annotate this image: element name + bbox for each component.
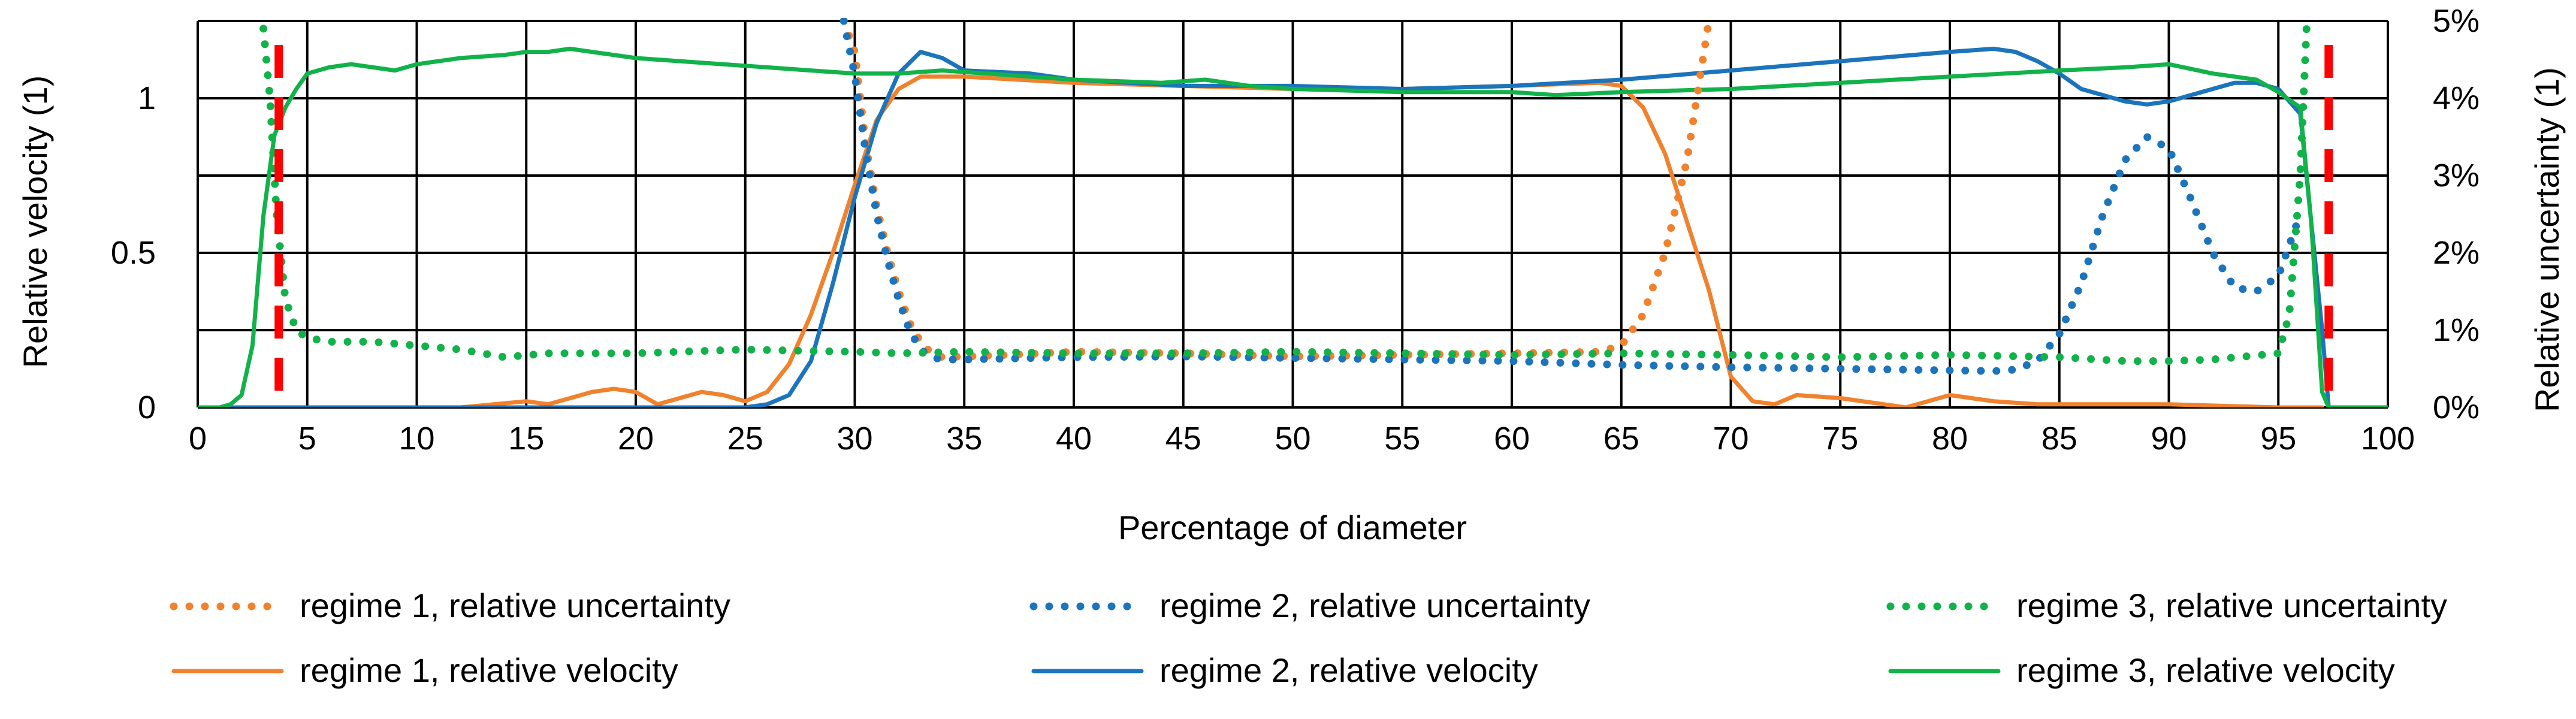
x-tick-label: 90: [2151, 421, 2187, 457]
y2-tick-label: 0%: [2433, 389, 2480, 425]
legend: regime 1, relative uncertainty regime 2, …: [170, 587, 2447, 689]
legend-label: regime 2, relative uncertainty: [1159, 587, 1590, 624]
x-tick-label: 60: [1494, 421, 1530, 457]
legend-label: regime 2, relative velocity: [1159, 651, 1538, 689]
x-tick-label: 35: [946, 421, 982, 457]
series-regime-2-relative-velocity: [198, 46, 2331, 407]
x-tick-label: 75: [1822, 421, 1858, 457]
series-layer: [198, 18, 2388, 407]
x-tick-label: 85: [2042, 421, 2077, 457]
y-axis-title: Relative velocity (1): [16, 75, 54, 368]
x-tick-label: 20: [618, 421, 654, 457]
axes: 0 5 10 15 20 25 30 35 40 45 50 55 60 65 70 75 80 85 90 95 10…: [111, 3, 2480, 457]
x-axis-title: Percentage of diameter: [1118, 509, 1467, 546]
y-tick-label: 1: [138, 80, 156, 116]
grid: [197, 20, 2389, 409]
x-tick-label: 70: [1713, 421, 1748, 457]
x-tick-label: 100: [2361, 421, 2415, 457]
y2-tick-label: 3%: [2433, 158, 2480, 194]
x-tick-label: 55: [1384, 421, 1420, 457]
x-tick-label: 50: [1275, 421, 1310, 457]
x-tick-label: 0: [189, 421, 207, 457]
legend-label: regime 1, relative uncertainty: [300, 587, 730, 624]
x-tick-label: 80: [1932, 421, 1968, 457]
x-tick-label: 65: [1603, 421, 1639, 457]
series-regime-3-relative-velocity: [198, 46, 2388, 407]
x-tick-label: 5: [298, 421, 316, 457]
x-tick-label: 45: [1165, 421, 1201, 457]
y2-tick-label: 1%: [2433, 312, 2480, 348]
x-tick-label: 30: [836, 421, 872, 457]
x-tick-label: 10: [398, 421, 434, 457]
y-tick-label: 0.5: [111, 235, 156, 271]
legend-label: regime 3, relative velocity: [2016, 651, 2395, 689]
y2-tick-label: 4%: [2433, 80, 2480, 116]
y2-axis-title: Relative uncertainty (1): [2528, 67, 2566, 412]
x-tick-label: 95: [2260, 421, 2296, 457]
boundary-lines: [274, 45, 2333, 407]
y2-tick-label: 5%: [2433, 3, 2480, 39]
series-regime-3-relative-uncertainty: [259, 18, 2311, 365]
legend-label: regime 1, relative velocity: [300, 651, 678, 689]
x-tick-label: 25: [727, 421, 763, 457]
x-tick-label: 40: [1056, 421, 1092, 457]
series-regime-2-relative-uncertainty: [839, 18, 2305, 375]
legend-label: regime 3, relative uncertainty: [2016, 587, 2447, 624]
x-tick-label: 15: [508, 421, 544, 457]
y-tick-label: 0: [138, 389, 156, 425]
y2-tick-label: 2%: [2433, 235, 2480, 271]
